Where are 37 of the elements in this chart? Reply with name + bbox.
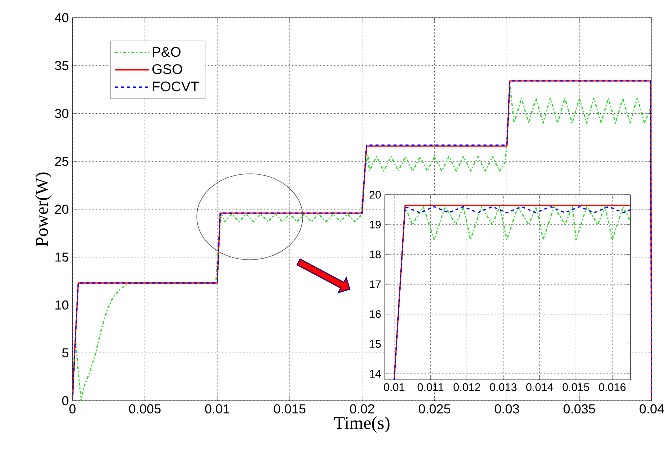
legend-label: P&O — [153, 47, 181, 58]
y-tick-label: 15 — [370, 340, 381, 348]
y-tick-label: 25 — [55, 157, 69, 166]
x-tick-label: 0 — [70, 404, 76, 414]
y-tick-label: 0 — [62, 396, 69, 406]
y-tick-label: 35 — [55, 61, 69, 70]
x-tick-label: 0.005 — [129, 404, 161, 414]
x-tick-label: 0.014 — [526, 384, 554, 392]
x-tick-label: 0.025 — [419, 404, 450, 414]
y-tick-label: 16 — [370, 310, 381, 318]
y-tick-label: 5 — [62, 348, 69, 358]
x-tick-label: 0.015 — [562, 384, 590, 392]
x-axis-title: Time(s) — [334, 416, 390, 433]
x-tick-label: 0.011 — [418, 384, 444, 392]
y-tick-label: 14 — [370, 370, 382, 378]
x-tick-label: 0.04 — [640, 404, 664, 414]
x-tick-label: 0.01 — [384, 384, 405, 392]
y-axis-title: Power(W) — [36, 172, 52, 246]
y-tick-label: 17 — [370, 280, 381, 288]
y-tick-label: 18 — [370, 250, 381, 259]
x-tick-label: 0.035 — [564, 404, 596, 414]
x-tick-label: 0.012 — [454, 384, 480, 392]
y-tick-label: 20 — [55, 204, 69, 214]
x-tick-label: 0.03 — [495, 404, 520, 414]
x-tick-label: 0.015 — [274, 404, 306, 414]
y-tick-label: 20 — [370, 191, 382, 199]
y-tick-label: 19 — [370, 220, 381, 229]
x-tick-label: 0.01 — [205, 404, 230, 414]
legend-label: GSO — [152, 64, 182, 74]
y-tick-label: 10 — [56, 300, 69, 310]
x-tick-label: 0.013 — [490, 384, 517, 392]
y-tick-label: 30 — [55, 109, 69, 118]
y-tick-label: 15 — [56, 252, 69, 262]
legend-label: FOCVT — [153, 82, 200, 92]
x-tick-label: 0.02 — [350, 404, 374, 414]
y-tick-label: 40 — [55, 13, 69, 23]
x-tick-label: 0.016 — [599, 384, 626, 392]
